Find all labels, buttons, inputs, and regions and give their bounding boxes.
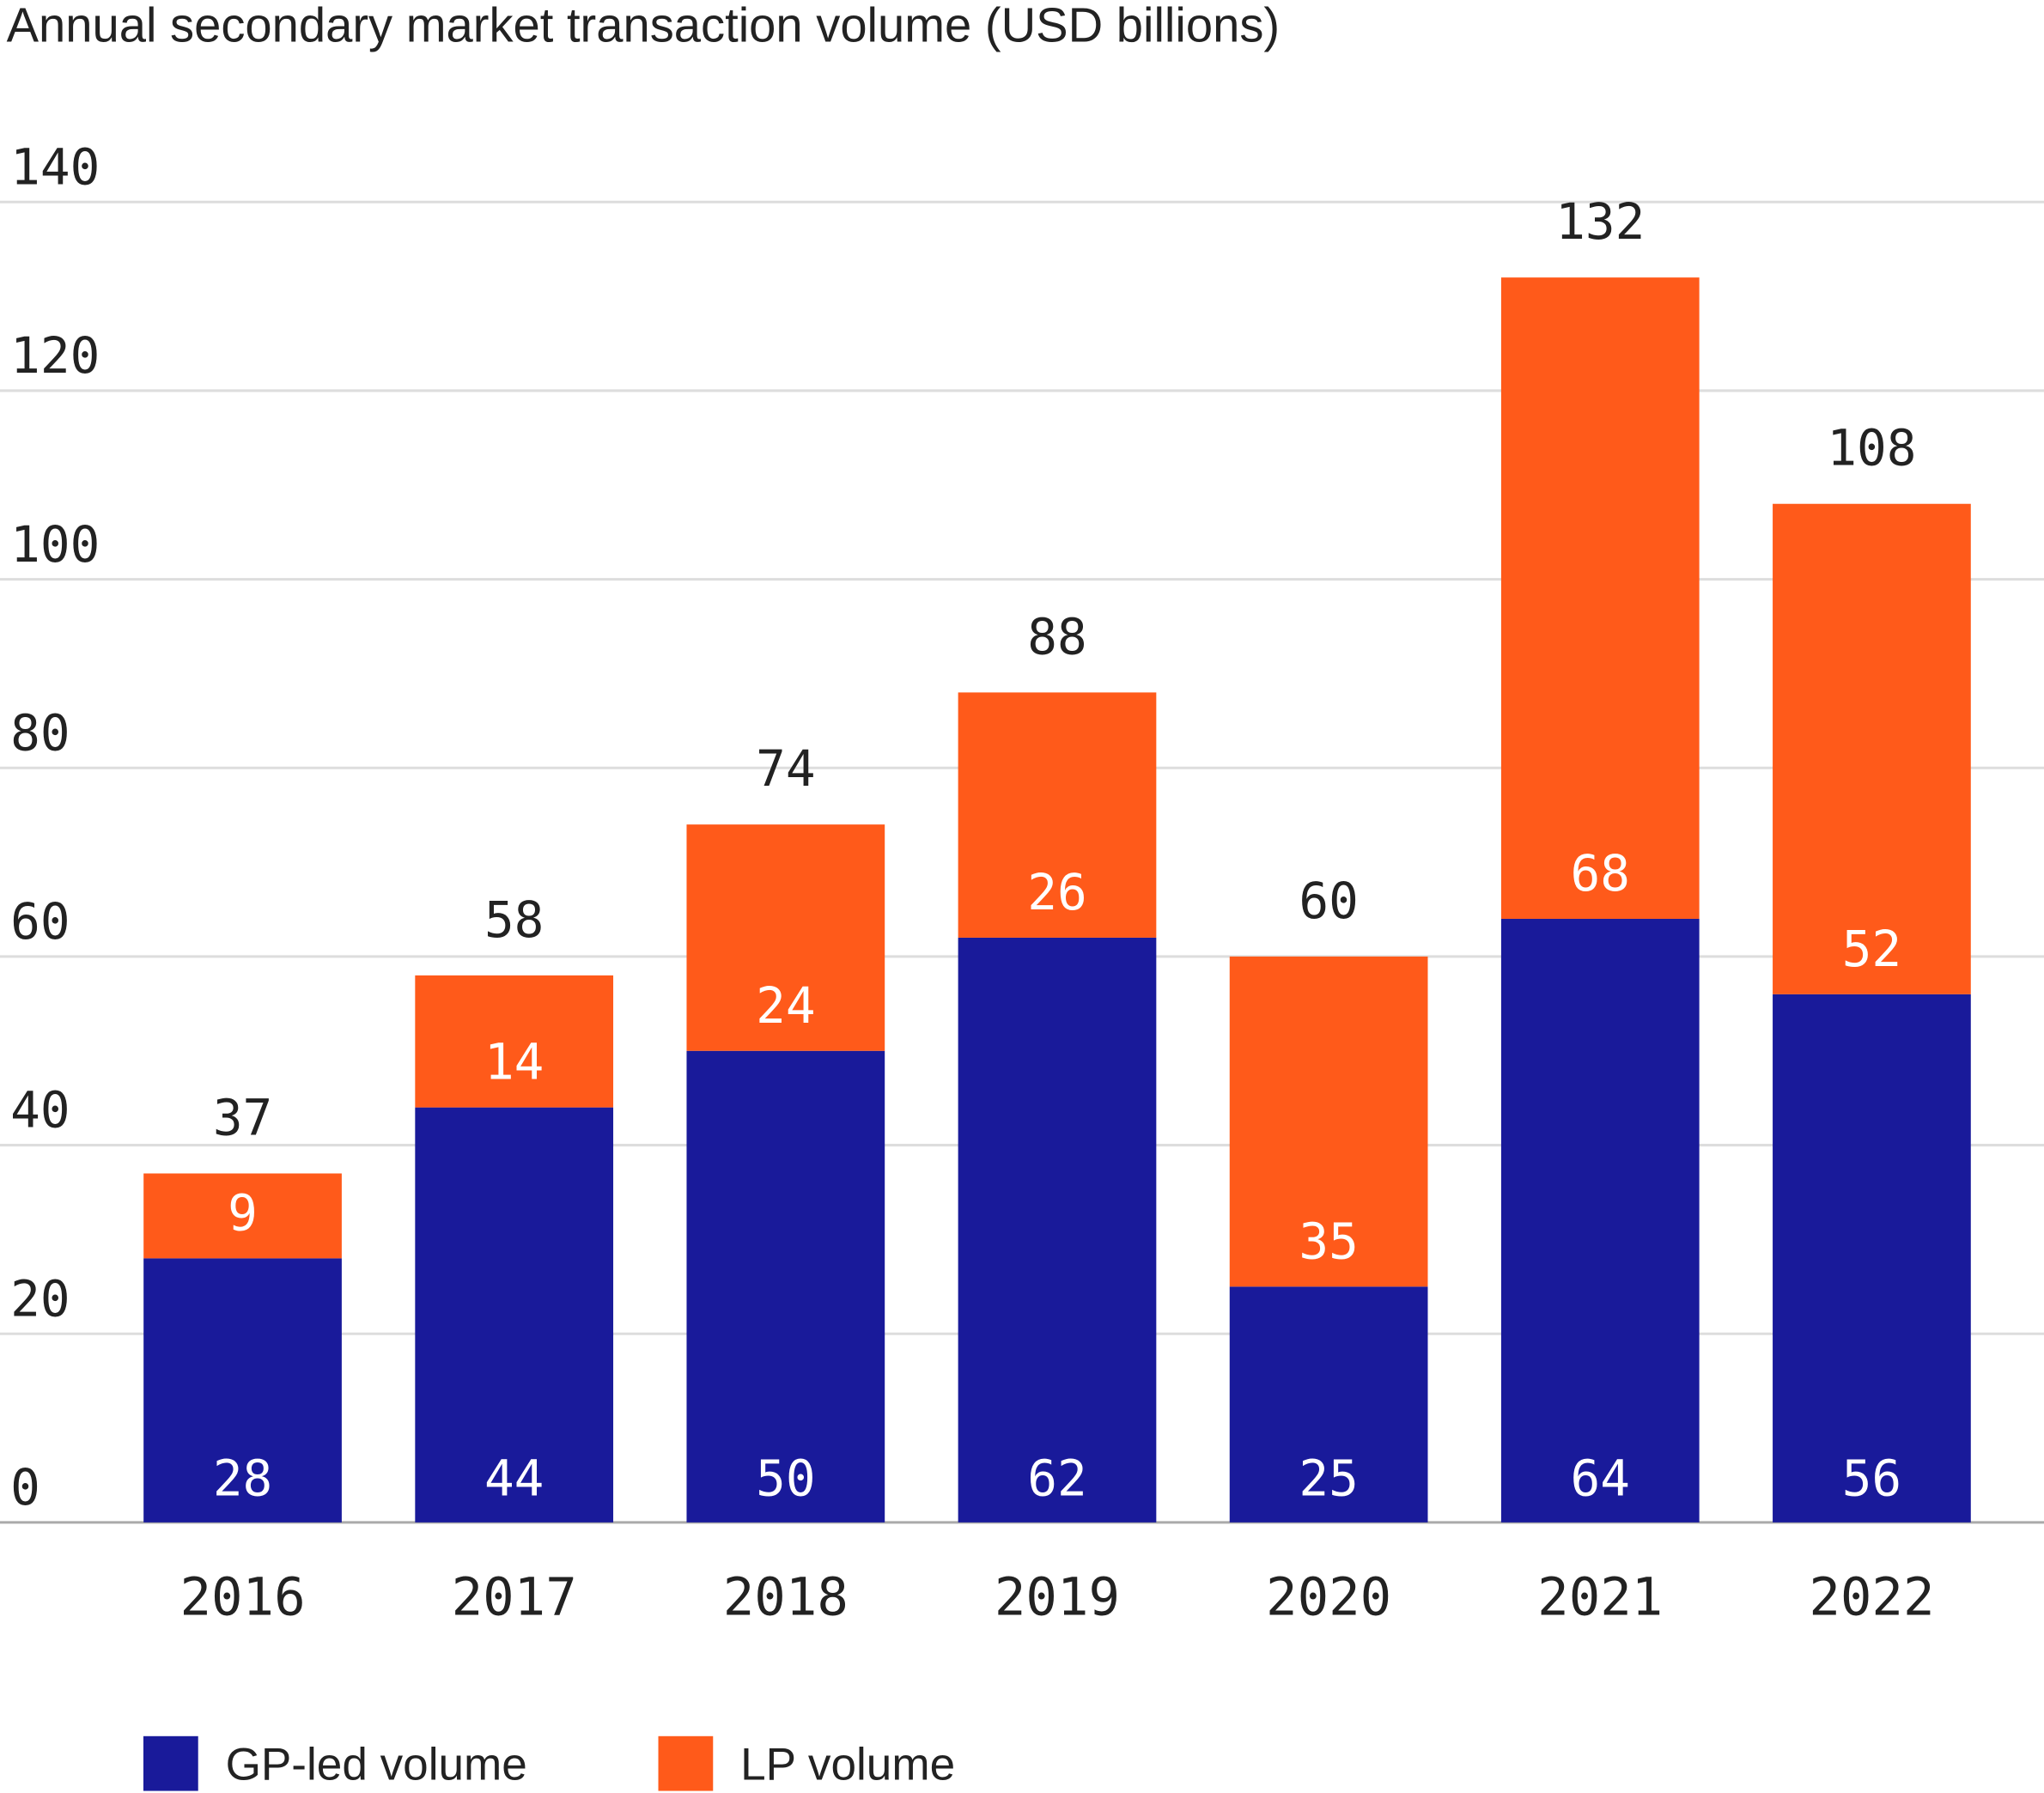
y-tick-label: 40 (10, 1081, 70, 1140)
bar-segment (415, 1107, 614, 1523)
value-label: 62 (1027, 1449, 1086, 1507)
total-label: 37 (213, 1088, 272, 1146)
legend-swatch (658, 1735, 714, 1791)
y-tick-label: 60 (10, 892, 70, 951)
value-label: 44 (484, 1449, 544, 1507)
x-tick-label: 2018 (723, 1568, 849, 1628)
legend-label: GP-led volume (226, 1739, 527, 1790)
value-label: 24 (756, 976, 815, 1035)
x-tick-label: 2019 (995, 1568, 1120, 1628)
x-tick-label: 2017 (452, 1568, 577, 1628)
bar-segment (1773, 994, 1971, 1523)
total-label: 58 (484, 890, 544, 949)
value-label: 9 (228, 1183, 258, 1242)
y-tick-label: 120 (10, 326, 100, 385)
y-tick-label: 20 (10, 1269, 70, 1328)
bar-segment (1500, 918, 1700, 1523)
x-tick-label: 2020 (1266, 1568, 1391, 1628)
y-tick-label: 80 (10, 703, 70, 762)
value-label: 35 (1299, 1212, 1358, 1270)
total-label: 132 (1555, 192, 1645, 251)
bar-segment (143, 1173, 342, 1259)
x-tick-label: 2016 (179, 1568, 305, 1628)
bar-segment (958, 937, 1157, 1523)
value-label: 28 (213, 1449, 272, 1507)
value-label: 14 (484, 1033, 544, 1091)
bar-segment (686, 1050, 885, 1523)
bar-segment (1229, 956, 1428, 1287)
legend-swatch (143, 1735, 198, 1791)
bar-segment (415, 975, 614, 1108)
bar-segment (958, 692, 1157, 938)
value-label: 52 (1842, 920, 1901, 978)
x-tick-label: 2021 (1537, 1568, 1663, 1628)
value-label: 26 (1027, 863, 1086, 921)
x-tick-label: 2022 (1809, 1568, 1934, 1628)
value-label: 64 (1571, 1449, 1630, 1507)
value-label: 25 (1299, 1449, 1358, 1507)
bar-segment (686, 824, 885, 1051)
y-tick-label: 100 (10, 515, 100, 574)
total-label: 88 (1027, 607, 1086, 666)
bar-segment (1773, 503, 1971, 994)
bar-segment (1500, 277, 1700, 919)
chart-title: Annual secondary market transaction volu… (7, 0, 1281, 52)
total-label: 74 (756, 739, 815, 798)
bar-segment (1229, 1286, 1428, 1523)
value-label: 50 (756, 1449, 815, 1507)
legend-label: LP volume (740, 1739, 955, 1790)
value-label: 68 (1571, 844, 1630, 903)
total-label: 60 (1299, 872, 1358, 930)
y-tick-label: 140 (10, 137, 100, 196)
y-tick-label: 0 (10, 1458, 40, 1516)
bar-segment (143, 1258, 342, 1523)
total-label: 108 (1827, 419, 1916, 477)
value-label: 56 (1842, 1449, 1901, 1507)
